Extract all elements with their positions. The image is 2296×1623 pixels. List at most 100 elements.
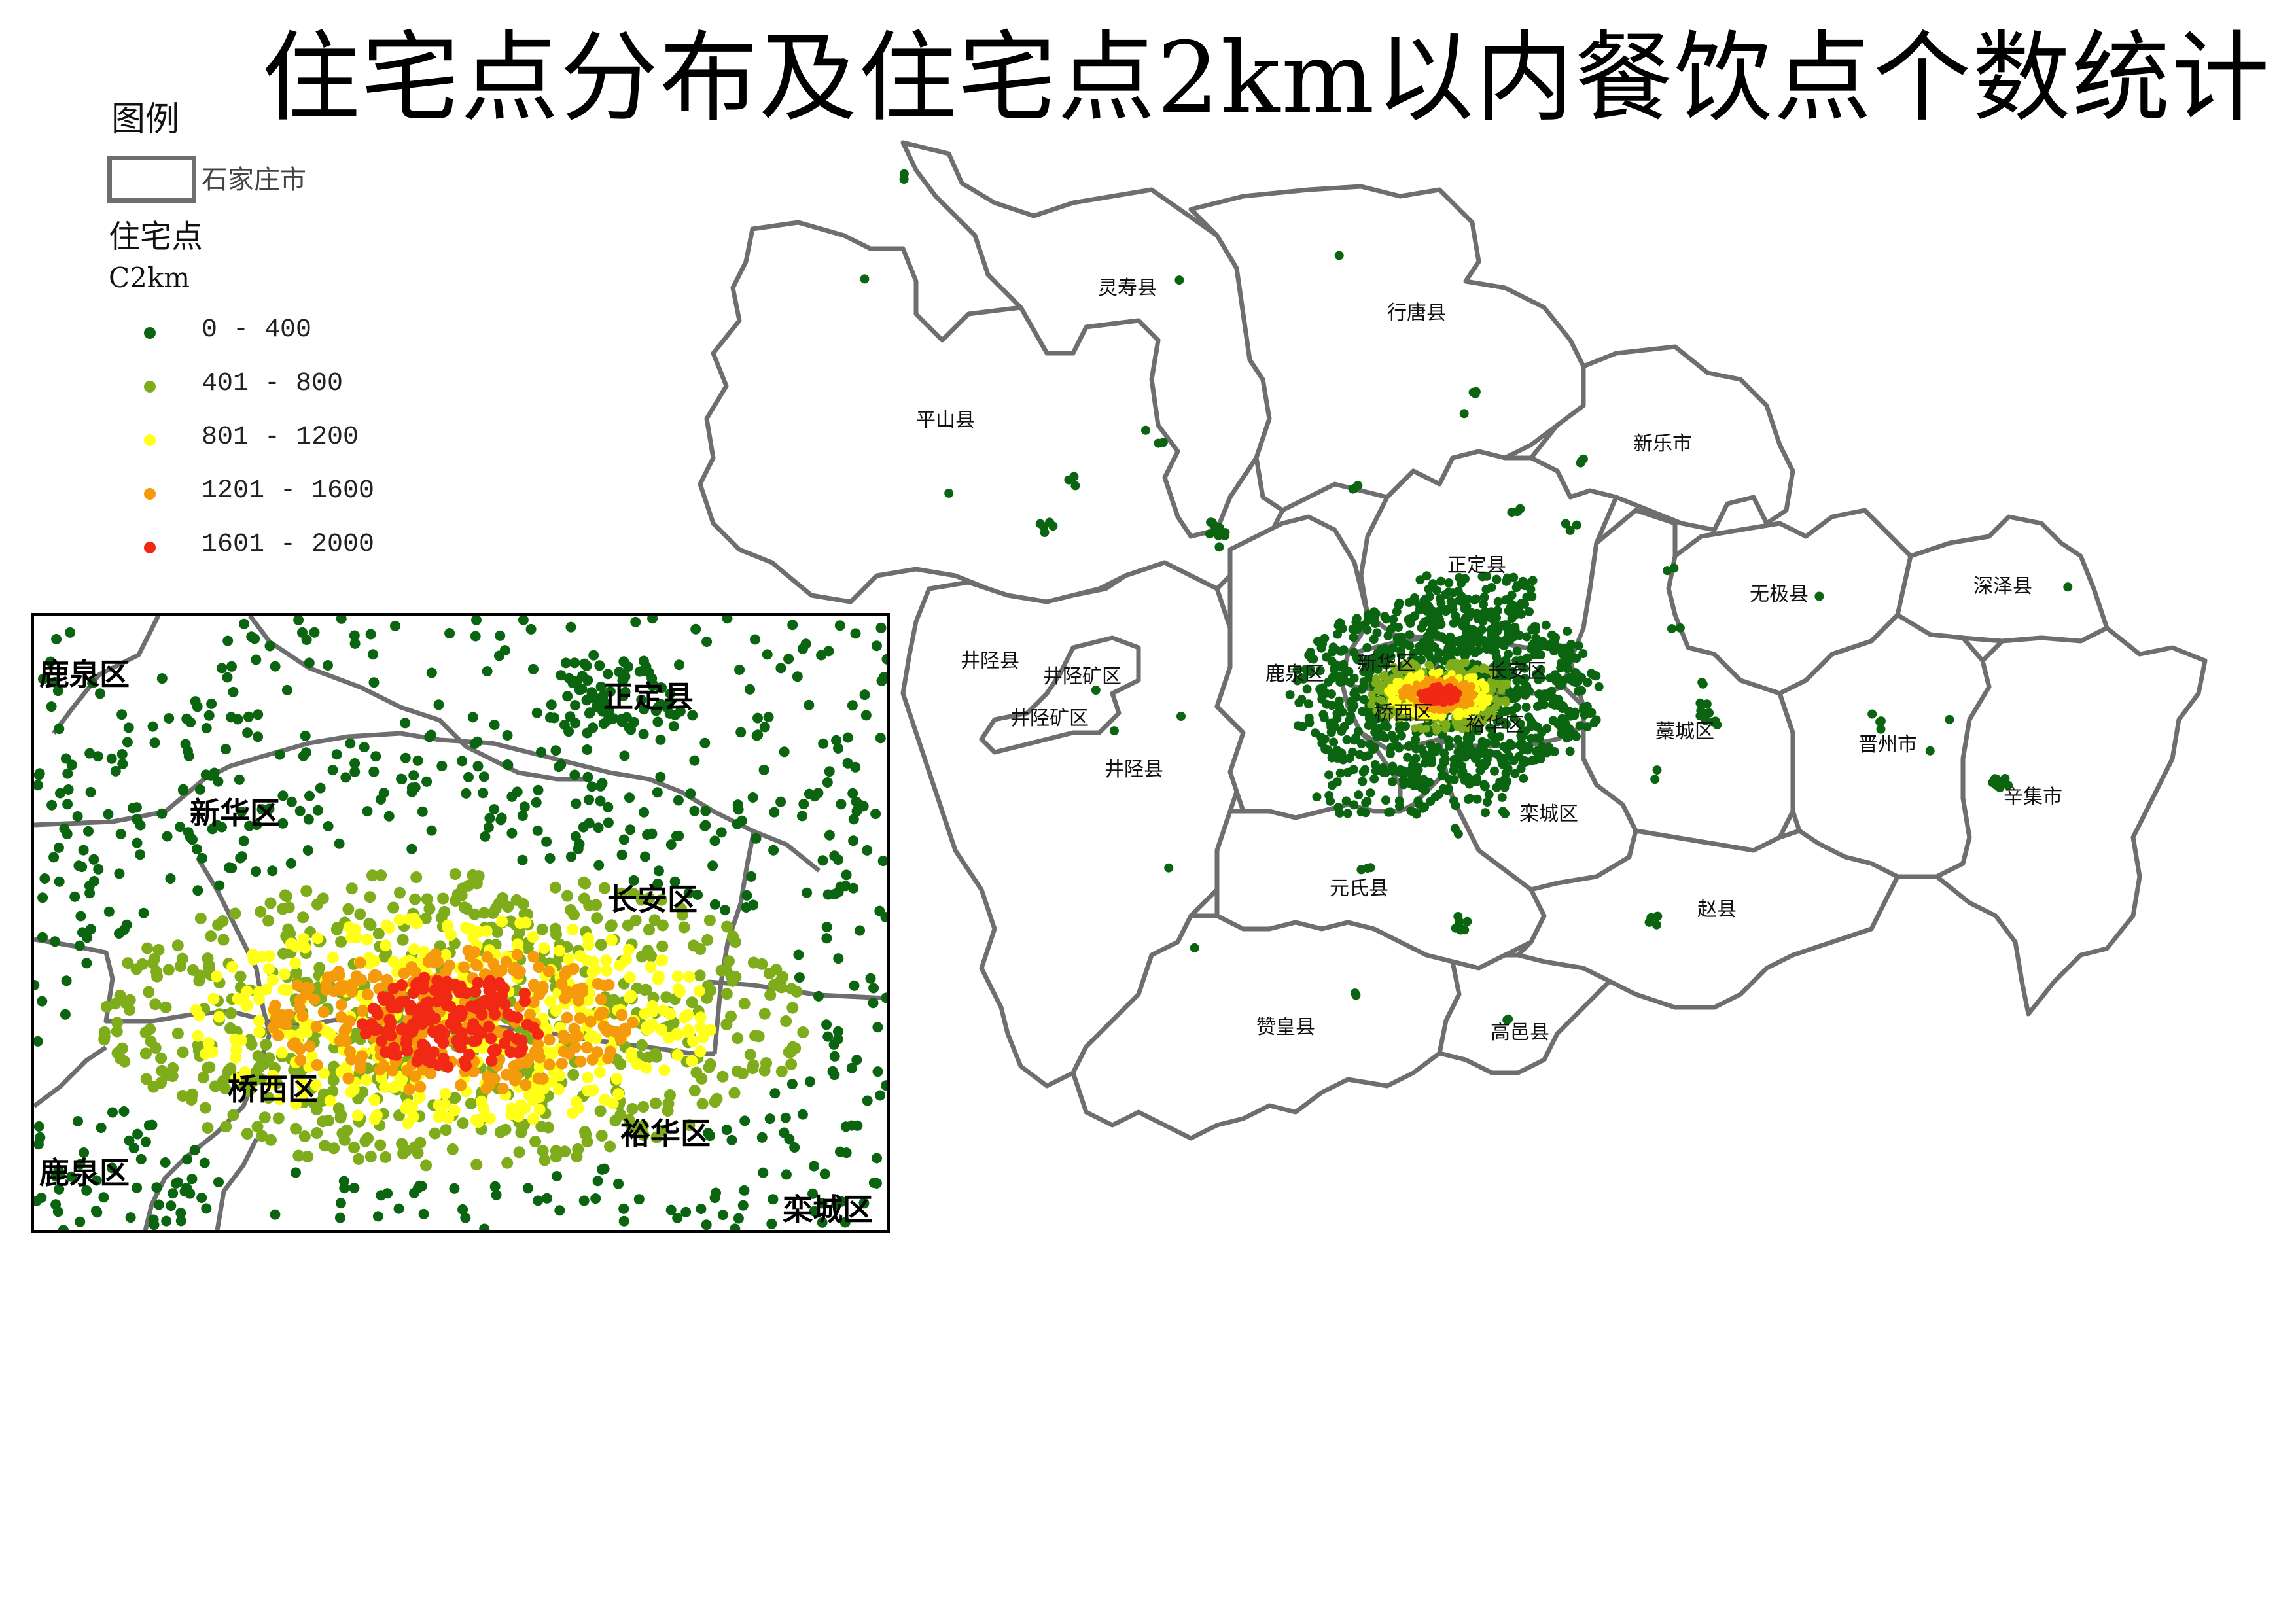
residential-point <box>302 1151 314 1162</box>
residential-point <box>648 680 659 691</box>
residential-point <box>429 1127 441 1140</box>
residential-point <box>1372 628 1382 638</box>
residential-point <box>202 1122 214 1134</box>
residential-point <box>1335 768 1345 778</box>
residential-point <box>582 1072 594 1084</box>
residential-point <box>502 730 513 741</box>
residential-point <box>570 700 581 711</box>
residential-point <box>1451 612 1460 621</box>
legend-boundary-label: 石家庄市 <box>202 165 306 195</box>
residential-point <box>809 1161 820 1172</box>
residential-point <box>504 915 517 928</box>
residential-point <box>1458 767 1468 777</box>
residential-point <box>1459 409 1469 419</box>
residential-point <box>1554 695 1564 705</box>
inset-label-zhengding: 正定县 <box>603 679 694 714</box>
residential-point <box>1455 916 1464 926</box>
residential-point <box>326 1067 338 1079</box>
residential-point <box>1415 575 1425 585</box>
residential-point <box>645 961 657 973</box>
residential-point <box>758 1064 771 1077</box>
residential-point <box>468 1035 480 1047</box>
residential-point <box>1669 563 1679 573</box>
residential-point <box>556 1057 568 1070</box>
residential-point <box>1336 646 1346 656</box>
residential-point <box>110 765 121 777</box>
residential-point <box>1472 773 1481 783</box>
residential-point <box>802 887 813 898</box>
residential-point <box>1400 705 1408 714</box>
residential-point <box>627 887 639 899</box>
residential-point <box>1444 578 1454 587</box>
residential-point <box>571 1150 583 1162</box>
residential-point <box>206 698 217 709</box>
residential-point <box>1352 625 1362 635</box>
residential-point <box>703 1128 714 1139</box>
residential-point <box>395 1023 408 1036</box>
residential-point <box>1565 746 1575 756</box>
residential-point <box>440 949 452 961</box>
residential-point <box>1372 674 1381 682</box>
residential-point <box>816 650 827 661</box>
residential-point <box>637 1120 649 1132</box>
residential-point <box>664 1089 676 1101</box>
residential-point <box>593 822 604 833</box>
residential-point <box>166 1200 177 1212</box>
residential-point <box>217 915 229 927</box>
residential-point <box>449 1092 461 1104</box>
residential-point <box>402 1098 414 1111</box>
residential-point <box>460 1060 472 1072</box>
residential-point <box>768 1194 779 1205</box>
residential-point <box>404 1000 417 1012</box>
residential-point <box>165 873 176 884</box>
residential-point <box>1356 739 1366 748</box>
residential-point <box>1435 690 1443 699</box>
residential-point <box>457 1204 468 1215</box>
residential-point <box>471 960 483 972</box>
residential-point <box>75 1216 86 1227</box>
residential-point <box>650 1097 662 1109</box>
legend-dot-4 <box>144 488 156 500</box>
residential-point <box>1390 734 1400 744</box>
residential-point <box>192 885 203 896</box>
residential-point <box>380 1151 392 1163</box>
residential-point <box>412 1147 424 1159</box>
residential-point <box>219 1082 231 1094</box>
residential-point <box>1190 943 1199 952</box>
residential-point <box>618 834 629 845</box>
residential-point <box>817 855 828 866</box>
residential-point <box>368 955 381 967</box>
residential-point <box>338 1176 349 1187</box>
residential-point <box>317 1006 330 1018</box>
residential-point <box>34 1036 43 1047</box>
residential-point <box>156 808 168 819</box>
residential-point <box>647 616 658 624</box>
residential-point <box>317 1115 329 1128</box>
residential-point <box>696 1098 709 1110</box>
residential-point <box>1479 701 1488 709</box>
residential-point <box>162 964 175 976</box>
residential-point <box>721 920 733 933</box>
residential-point <box>694 943 707 955</box>
residential-point <box>1491 739 1500 748</box>
residential-point <box>100 1000 113 1013</box>
residential-point <box>1587 669 1596 678</box>
residential-point <box>378 788 389 799</box>
residential-point <box>227 1109 239 1121</box>
map-title: 住宅点分布及住宅点2km以内餐饮点个数统计 <box>262 22 2271 135</box>
residential-point <box>335 998 347 1011</box>
residential-point <box>311 932 324 945</box>
residential-point <box>1319 713 1329 723</box>
residential-point <box>574 1055 587 1068</box>
residential-point <box>741 890 752 901</box>
residential-point <box>789 1142 800 1153</box>
residential-point <box>274 1093 286 1106</box>
label-xingtang: 行唐县 <box>1387 302 1446 324</box>
residential-point <box>1414 642 1424 652</box>
residential-point <box>565 851 576 862</box>
residential-point <box>746 871 757 882</box>
residential-point <box>582 675 593 686</box>
residential-point <box>592 978 604 990</box>
residential-point <box>1349 735 1359 745</box>
residential-point <box>1500 635 1510 645</box>
